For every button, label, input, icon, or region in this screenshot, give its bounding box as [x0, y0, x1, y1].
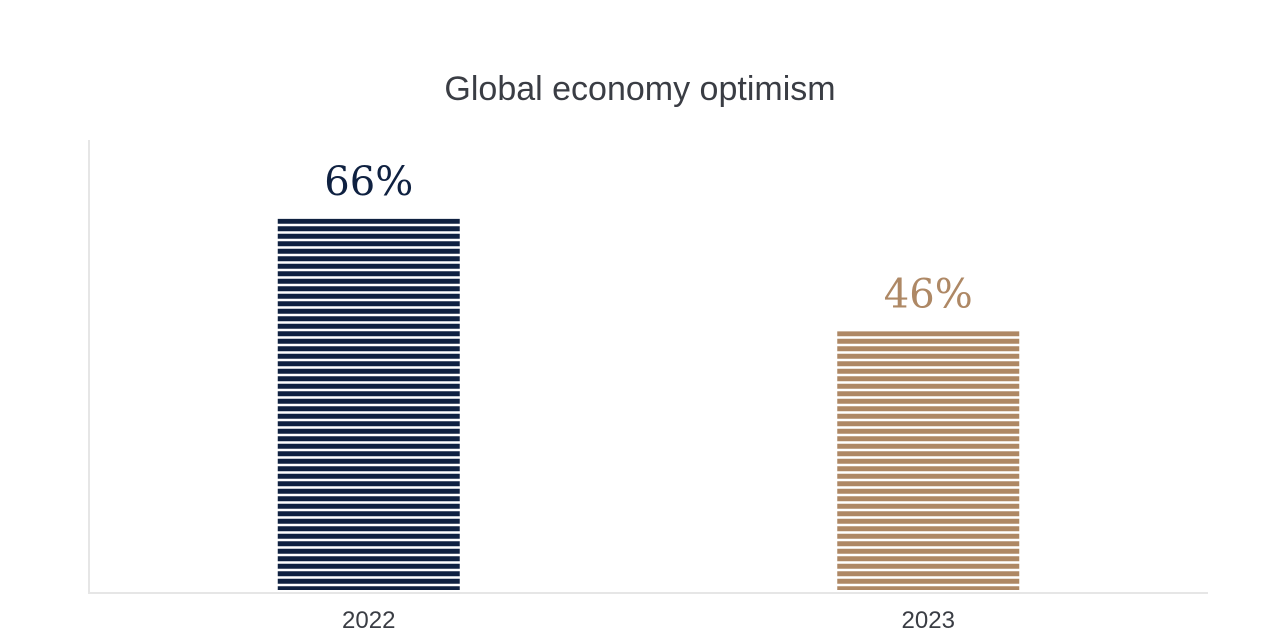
value-label-2022: 66% — [324, 159, 413, 205]
x-tick-label-2022: 2022 — [342, 607, 395, 634]
value-label-2023: 46% — [884, 271, 973, 317]
x-tick-labels-group: 2022 2023 — [342, 607, 955, 634]
bar-2022 — [277, 218, 460, 590]
chart-title: Global economy optimism — [444, 70, 835, 108]
value-labels-group: 66% 46% — [324, 159, 972, 318]
x-tick-label-2023: 2023 — [902, 607, 955, 634]
bars-group — [277, 218, 1020, 590]
bar-2023 — [837, 331, 1020, 590]
